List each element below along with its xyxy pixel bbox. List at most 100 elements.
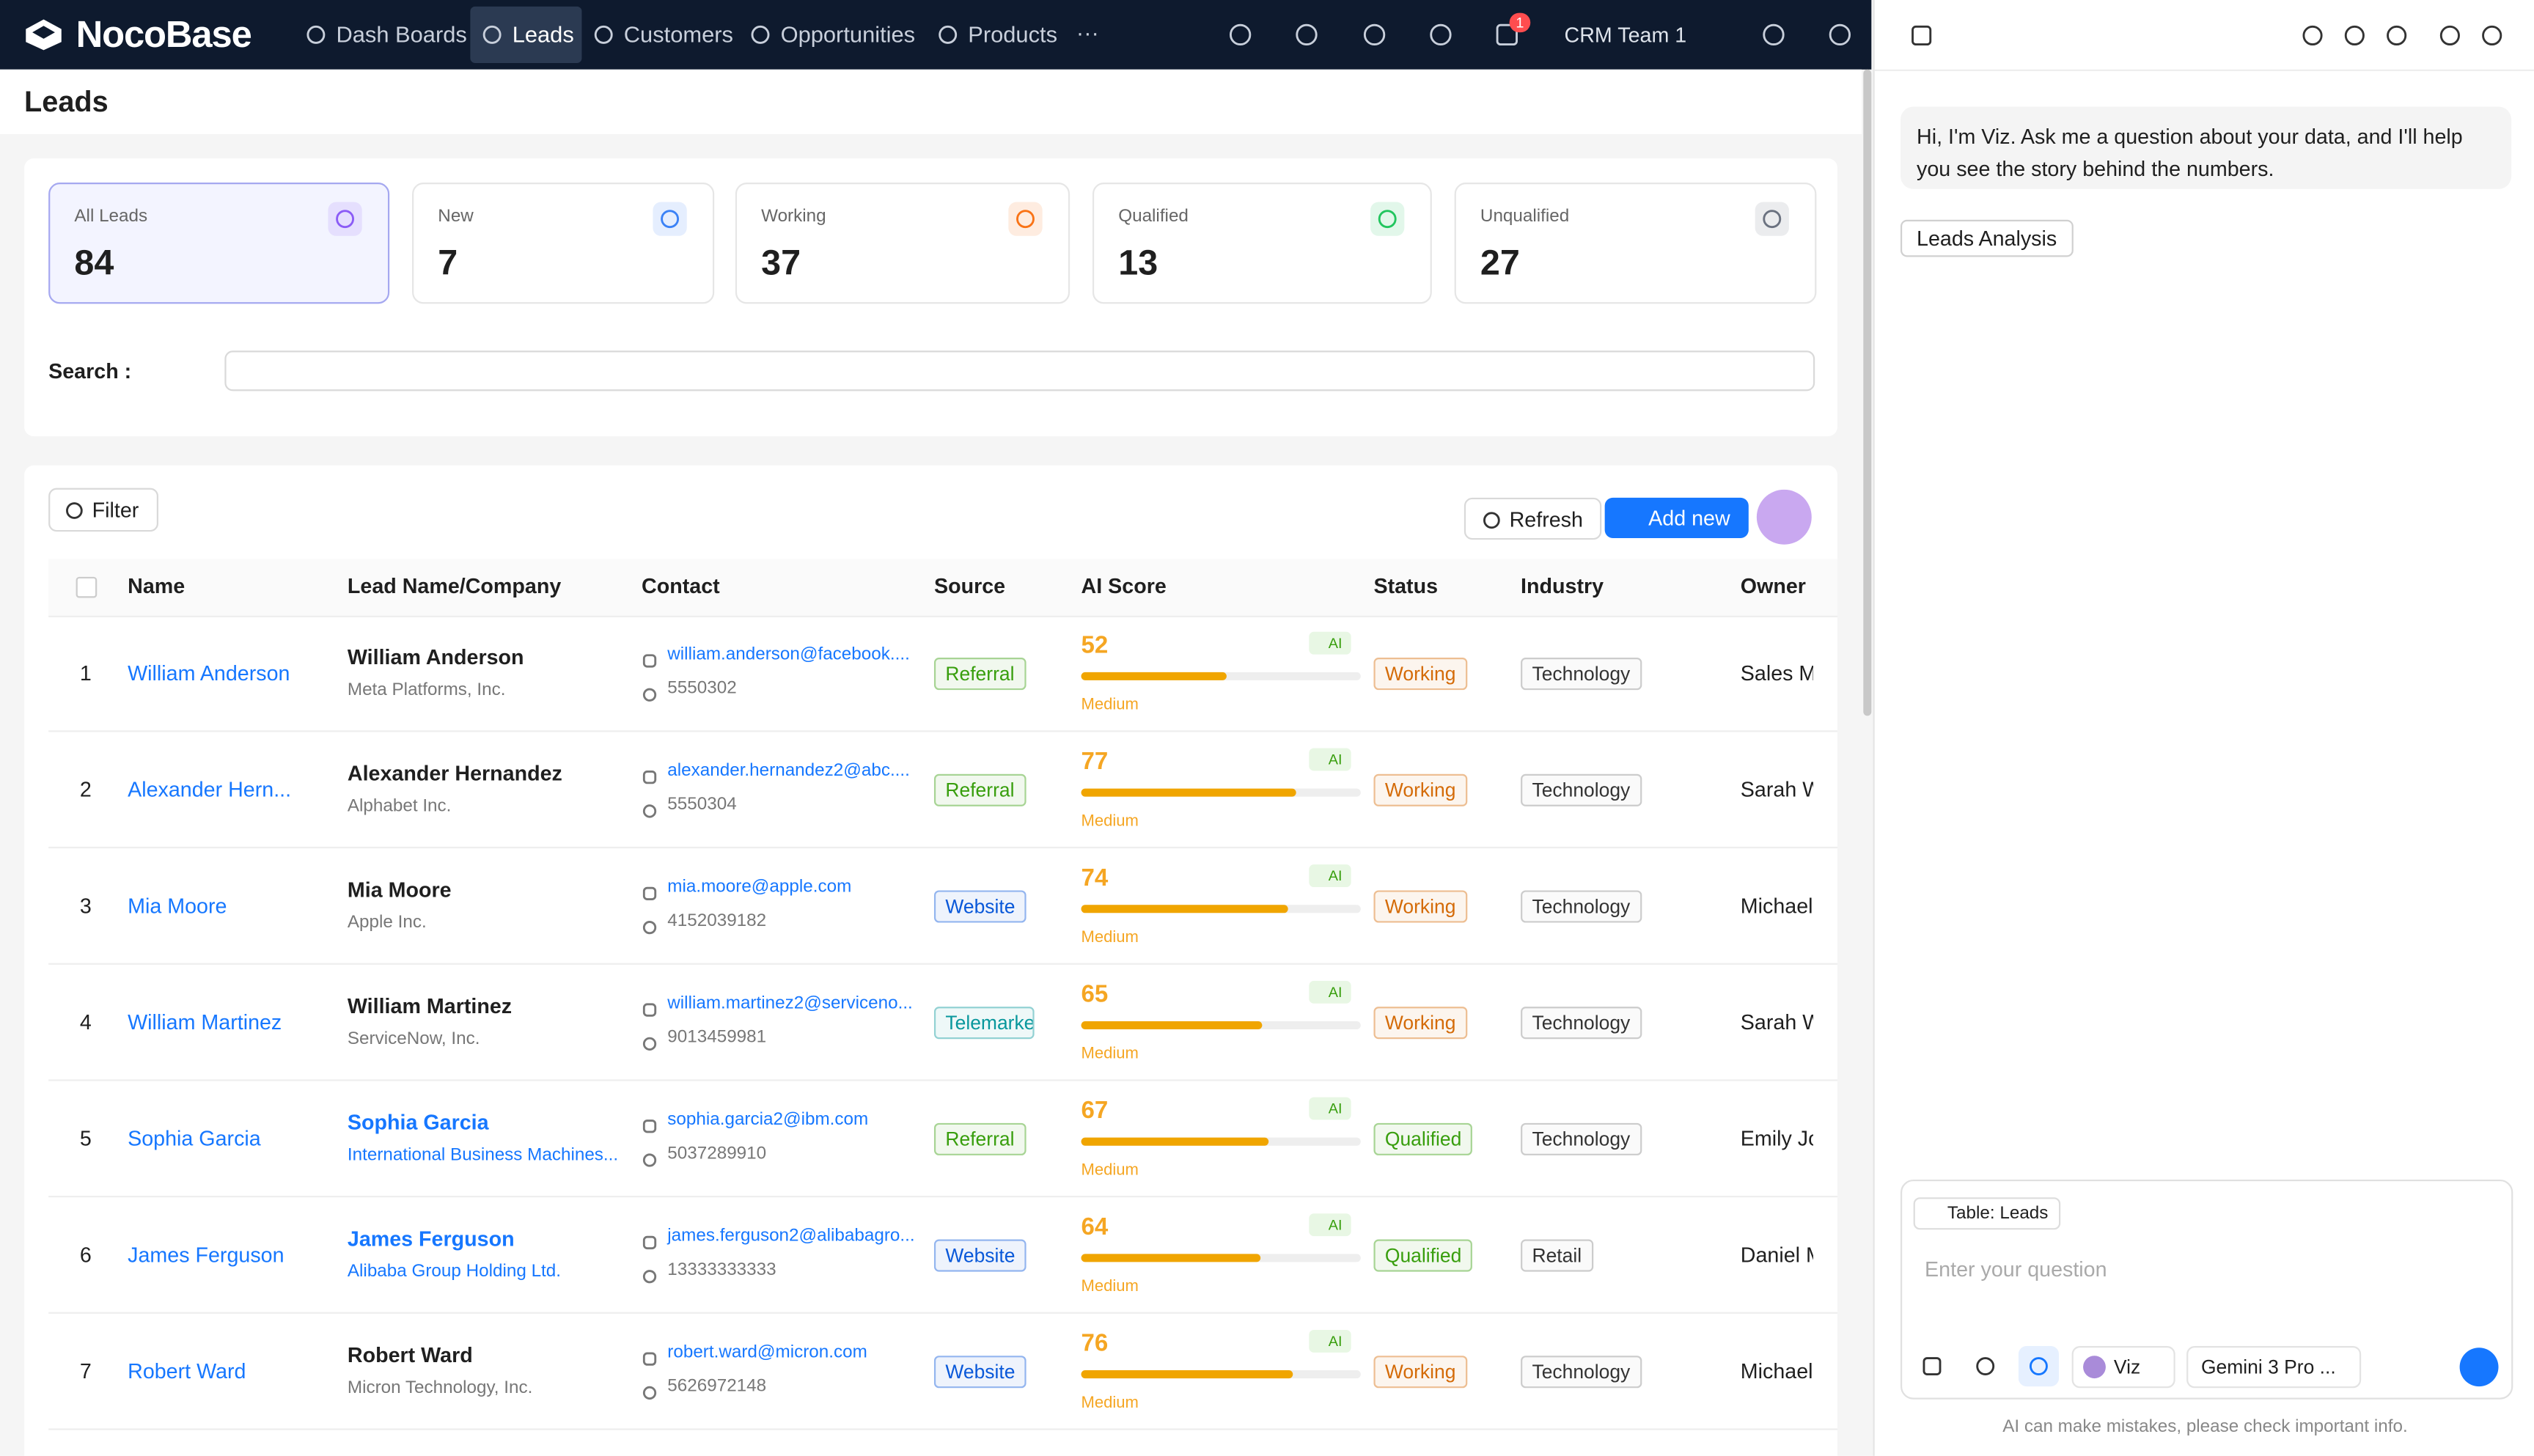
email[interactable]: james.ferguson2@alibabagro... — [667, 1226, 915, 1246]
row-divider — [48, 1079, 1838, 1081]
nav-item[interactable]: Dash Boards — [336, 21, 467, 47]
icon[interactable] — [482, 24, 503, 45]
icon[interactable] — [750, 24, 771, 45]
row-index: 2 — [79, 777, 92, 802]
email[interactable]: robert.ward@micron.com — [667, 1342, 867, 1363]
icon[interactable] — [2385, 24, 2408, 47]
icon — [65, 499, 84, 519]
icon[interactable] — [1228, 23, 1252, 47]
email[interactable]: william.anderson@facebook.... — [667, 644, 910, 664]
stat-icon-bg — [1008, 202, 1043, 236]
company: ServiceNow, Inc. — [347, 1029, 480, 1049]
table-card: Filter Refresh Add new Name Lead Name/Compan… — [24, 465, 1838, 1456]
lead-name-link[interactable]: James Ferguson — [128, 1242, 284, 1267]
column-header: Contact — [642, 573, 720, 598]
phone: 5550304 — [667, 795, 737, 815]
icon-glyph — [594, 25, 613, 44]
icon-glyph — [1430, 23, 1452, 46]
row-divider — [48, 730, 1838, 732]
stat-card[interactable]: Unqualified 27 — [1454, 183, 1817, 304]
icon[interactable] — [1294, 23, 1318, 47]
icon[interactable] — [1761, 23, 1785, 47]
icon[interactable] — [1922, 1356, 1943, 1377]
stat-card[interactable]: Working 37 — [735, 183, 1070, 304]
ai-score: 77 — [1081, 748, 1109, 776]
icon[interactable] — [2480, 24, 2503, 47]
lead-name[interactable]: James Ferguson — [347, 1226, 515, 1251]
icon[interactable] — [1362, 23, 1387, 47]
suggestion-chip[interactable]: Leads Analysis — [1900, 219, 2074, 257]
filter-button[interactable]: Filter — [48, 488, 158, 532]
icon-glyph — [642, 804, 657, 818]
icon[interactable] — [2439, 24, 2461, 47]
icon[interactable] — [2302, 24, 2324, 47]
stat-card[interactable]: New 7 — [412, 183, 715, 304]
lead-name-link[interactable]: Mia Moore — [128, 893, 227, 918]
ai-tag: AI — [1309, 631, 1351, 655]
add-button[interactable]: Add new — [1604, 497, 1749, 538]
header-checkbox[interactable] — [76, 576, 98, 598]
nav-more[interactable]: ··· — [1076, 19, 1099, 45]
icon-glyph — [751, 25, 770, 44]
industry-tag: Technology — [1521, 1122, 1642, 1155]
company: Alibaba Group Holding Ltd. — [347, 1262, 562, 1282]
lead-name-link[interactable]: Sophia Garcia — [128, 1126, 261, 1151]
status-tag: Qualified — [1373, 1122, 1473, 1155]
stat-icon-bg — [1370, 202, 1405, 236]
icon-glyph — [2482, 25, 2502, 46]
icon — [642, 1229, 658, 1250]
nav-item[interactable]: Opportunities — [780, 21, 916, 47]
lead-name-link[interactable]: William Anderson — [128, 661, 290, 685]
icon[interactable] — [593, 24, 614, 45]
nav-item[interactable]: Leads — [512, 21, 574, 47]
stat-card[interactable]: All Leads 84 — [48, 183, 390, 304]
icon — [642, 997, 658, 1017]
email[interactable]: mia.moore@apple.com — [667, 877, 852, 897]
nav-item[interactable]: Customers — [623, 21, 733, 47]
team-switch[interactable]: CRM Team 1 — [1564, 22, 1687, 47]
email[interactable]: william.martinez2@serviceno... — [667, 993, 913, 1013]
search-input[interactable] — [224, 350, 1815, 391]
avatar[interactable] — [1756, 489, 1812, 545]
icon[interactable] — [306, 24, 327, 45]
icon-glyph — [66, 502, 83, 519]
icon — [1377, 208, 1398, 229]
refresh-button[interactable]: Refresh — [1464, 497, 1602, 540]
icon-glyph — [642, 1153, 657, 1167]
web-toggle[interactable] — [2018, 1345, 2059, 1387]
agent-select[interactable]: Viz — [2071, 1345, 2175, 1389]
email[interactable]: sophia.garcia2@ibm.com — [667, 1110, 869, 1130]
icon[interactable] — [1428, 23, 1453, 47]
lead-name[interactable]: Sophia Garcia — [347, 1110, 489, 1135]
question-input[interactable]: Enter your question — [1925, 1257, 2107, 1282]
send-button[interactable] — [2459, 1347, 2499, 1387]
icon[interactable] — [1975, 1356, 1996, 1377]
icon[interactable] — [937, 24, 958, 45]
icon — [642, 648, 658, 668]
icon — [1761, 208, 1782, 229]
ai-tag: AI — [1309, 980, 1351, 1004]
icon[interactable] — [2343, 24, 2366, 47]
nav-active — [470, 6, 582, 63]
stat-icon-bg — [653, 202, 687, 236]
icon-glyph — [642, 1270, 657, 1284]
icon[interactable] — [1495, 23, 1519, 47]
icon[interactable] — [1828, 23, 1852, 47]
row-index: 4 — [79, 1010, 92, 1034]
phone: 4152039182 — [667, 911, 767, 931]
column-header: Status — [1373, 573, 1439, 598]
stat-card[interactable]: Qualified 13 — [1092, 183, 1432, 304]
email[interactable]: alexander.hernandez2@abc.... — [667, 761, 910, 781]
nav-item[interactable]: Products — [968, 21, 1058, 47]
icon[interactable] — [1910, 24, 1933, 47]
lead-name: Alexander Hernandez — [347, 761, 562, 786]
owner: Sarah W — [1740, 1010, 1813, 1034]
stat-icon-bg — [328, 202, 362, 236]
lead-name-link[interactable]: William Martinez — [128, 1010, 282, 1034]
column-header: Owner — [1740, 573, 1806, 598]
source-tag: Telemarket — [933, 1007, 1035, 1040]
score-bar — [1081, 788, 1297, 797]
lead-name-link[interactable]: Alexander Hern... — [128, 777, 292, 802]
model-select[interactable]: Gemini 3 Pro ... — [2186, 1345, 2362, 1389]
lead-name-link[interactable]: Robert Ward — [128, 1358, 246, 1383]
